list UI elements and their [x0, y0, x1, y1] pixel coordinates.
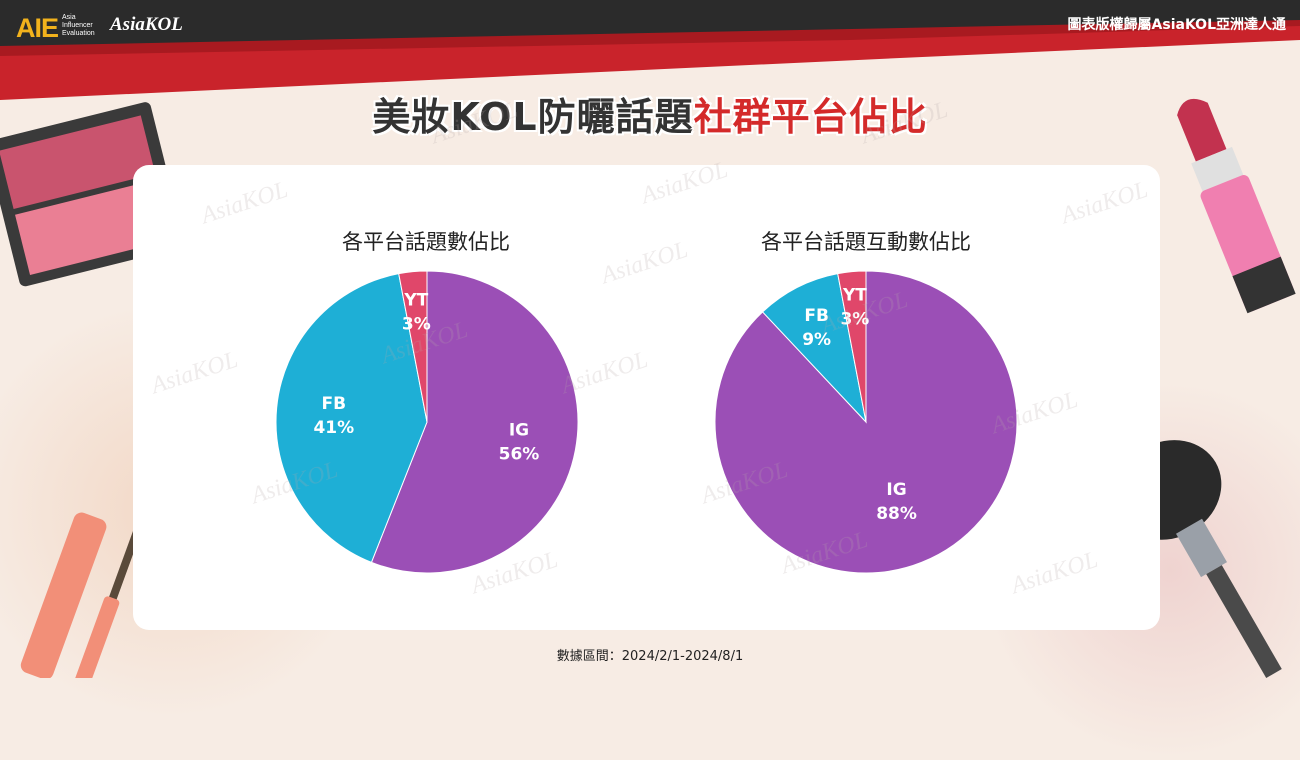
pie-label-category: YT — [842, 286, 867, 306]
header-banner — [0, 0, 1300, 100]
pie-slice-ig — [370, 270, 579, 574]
pie-label-category: IG — [509, 421, 529, 441]
pie-label-category: FB — [322, 394, 347, 414]
pie-slice-fb — [761, 273, 867, 424]
data-period: 數據區間：2024/2/1-2024/8/1 — [556, 649, 744, 664]
aie-logo-subtitle: Asia Influencer Evaluation — [62, 14, 95, 37]
page-title-accent: 社群平台佔比 — [693, 95, 928, 139]
page-title-main: 美妝KOL防曬話題 — [372, 95, 694, 139]
pie-label-value: 3% — [402, 314, 431, 334]
pie-label-value: 3% — [840, 310, 869, 330]
copyright-notice: 圖表版權歸屬AsiaKOL亞洲達人通 — [1067, 17, 1286, 33]
chart-title-engagement: 各平台話題互動數佔比 — [761, 230, 971, 254]
chart-title-topics: 各平台話題數佔比 — [342, 230, 510, 254]
pie-label-value: 56% — [499, 445, 540, 465]
pie-label-value: 88% — [876, 504, 917, 524]
pie-label-category: YT — [403, 290, 428, 310]
pie-label-category: IG — [886, 480, 906, 500]
pie-slice-yt — [837, 270, 867, 423]
pie-charts: IG 56% FB 41% YT 3% IG 88% FB 9% YT 3% — [275, 270, 1018, 574]
asiakol-logo: AsiaKOL — [110, 14, 183, 35]
pie-slice-ig — [714, 270, 1018, 574]
lipstick-illustration — [1177, 98, 1296, 314]
pie-label-value: 41% — [313, 418, 354, 438]
aie-logo: AIE — [16, 13, 59, 43]
pie-label-category: FB — [804, 306, 829, 326]
pie-slice-fb — [275, 273, 428, 564]
pie-label-value: 9% — [802, 330, 831, 350]
pie-slice-yt — [398, 270, 428, 423]
page-title: 美妝KOL防曬話題社群平台佔比 — [0, 86, 1300, 141]
